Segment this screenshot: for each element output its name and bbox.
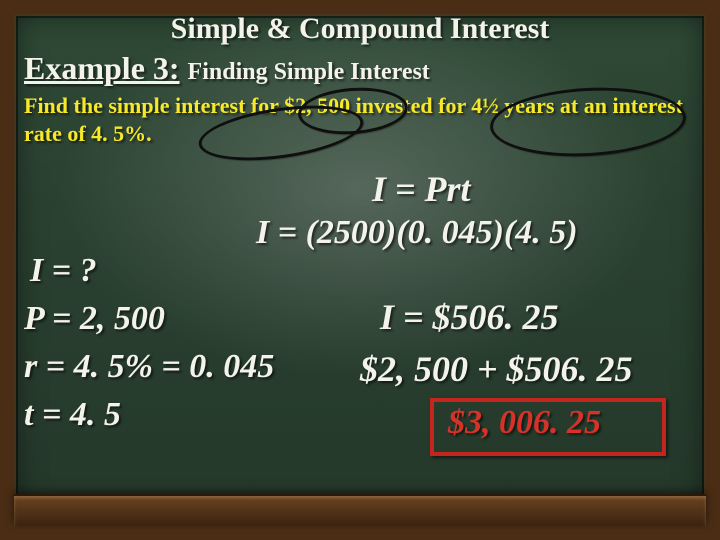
slide: Simple & Compound Interest Example 3: Fi… [0,0,720,540]
var-r: r = 4. 5% = 0. 045 [24,348,274,386]
interest-result: I = $506. 25 [380,296,559,338]
example-subtitle: Finding Simple Interest [188,59,430,85]
slide-title: Simple & Compound Interest [0,12,720,46]
chalk-tray [14,494,706,526]
var-P: P = 2, 500 [24,300,165,338]
formula: I = Prt [372,168,471,210]
var-t: t = 4. 5 [24,396,121,434]
example-label: Example 3: [24,50,180,86]
total-sum-line: $2, 500 + $506. 25 [360,348,633,390]
substitution-line: I = (2500)(0. 045)(4. 5) [256,214,578,252]
var-I: I = ? [30,252,97,290]
final-answer: $3, 006. 25 [448,404,601,442]
example-heading: Example 3: Finding Simple Interest [24,50,430,87]
